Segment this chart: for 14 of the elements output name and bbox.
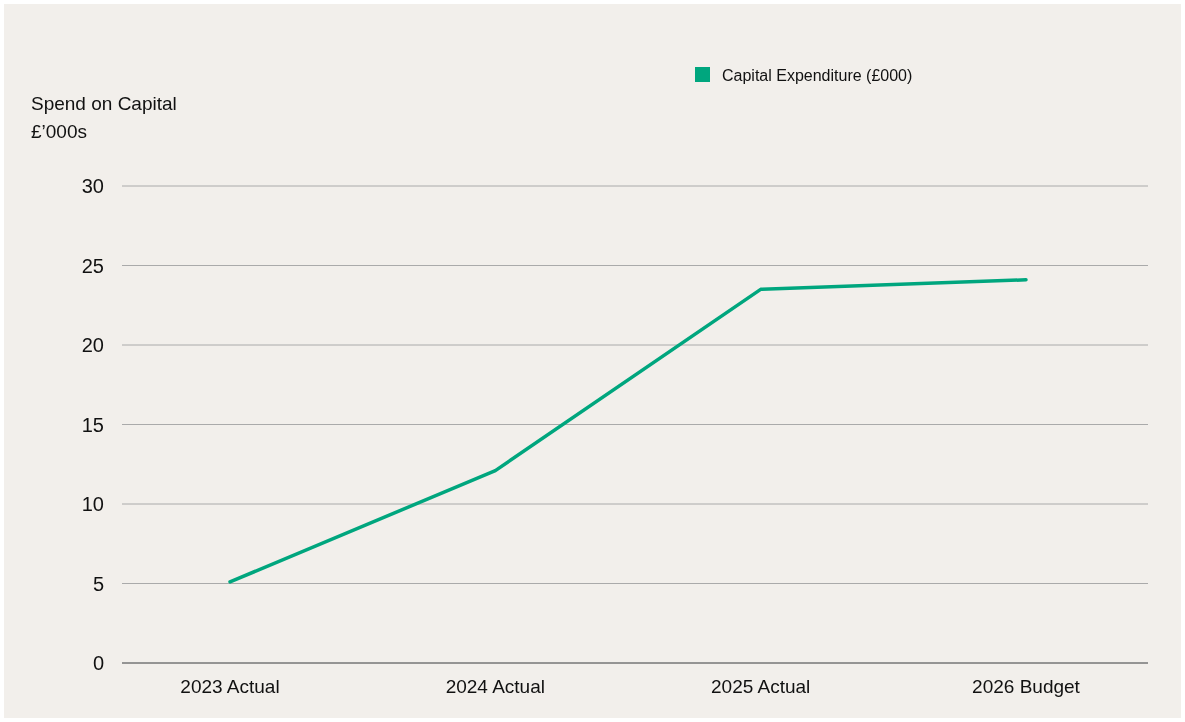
y-tick-label: 30 [81, 175, 104, 197]
y-tick-label: 25 [81, 254, 104, 277]
y-tick-label: 20 [81, 334, 104, 356]
x-tick-label: 2024 Actual [445, 676, 545, 697]
legend-label: Capital Expenditure (£000) [722, 66, 913, 84]
y-tick-label: 10 [81, 493, 104, 515]
line-series [228, 278, 1028, 584]
x-tick-label: 2025 Actual [711, 676, 811, 697]
y-tick-label: 5 [92, 572, 104, 595]
y-tick-label: 0 [92, 652, 104, 674]
x-tick-label: 2026 Budget [972, 676, 1081, 697]
x-tick-label: 2023 Actual [180, 676, 280, 697]
y-axis-title: Spend on Capital £’000s [31, 93, 177, 142]
y-tick-label: 15 [81, 413, 104, 436]
